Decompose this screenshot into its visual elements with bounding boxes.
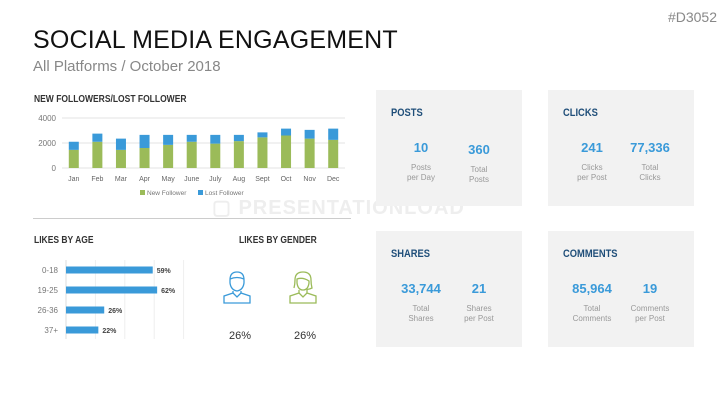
card-title: POSTS <box>391 107 423 119</box>
card-title: SHARES <box>391 248 430 260</box>
bar-lost <box>68 141 79 150</box>
bar-lost <box>186 134 197 142</box>
age-bar <box>66 326 99 334</box>
bar-new <box>163 144 174 168</box>
bar-label: 26% <box>108 308 123 315</box>
divider <box>33 218 351 219</box>
bar-label: 59% <box>157 268 172 275</box>
category-label: 37+ <box>44 326 58 335</box>
stat: 77,336 Total Clicks <box>630 140 670 182</box>
x-tick-label: July <box>209 176 222 183</box>
bar-new <box>186 141 197 168</box>
bar-new <box>115 149 126 168</box>
age-bar <box>66 266 153 274</box>
comments-card: COMMENTS 85,964 Total Comments 19 Comments p… <box>548 231 694 347</box>
posts-card: POSTS 10 Posts per Day 360 Total Posts <box>376 90 522 206</box>
page-subtitle: All Platforms / October 2018 <box>33 58 221 75</box>
y-tick-label: 2000 <box>38 139 56 148</box>
legend-label: New Follower <box>147 190 187 197</box>
card-title: COMMENTS <box>563 248 618 260</box>
x-tick-label: Aug <box>233 176 246 183</box>
bar-lost <box>210 134 221 144</box>
bar-new <box>210 143 221 168</box>
card-title: CLICKS <box>563 107 598 119</box>
age-bar <box>66 286 158 294</box>
clicks-card: CLICKS 241 Clicks per Post 77,336 Total Clic… <box>548 90 694 206</box>
female-percent: 26% <box>294 330 317 342</box>
bar-label: 22% <box>102 328 117 335</box>
x-tick-label: Oct <box>281 176 292 183</box>
x-tick-label: Feb <box>91 176 103 183</box>
stat: 241 Clicks per Post <box>577 140 607 182</box>
stat: 21 Shares per Post <box>464 281 494 323</box>
category-label: 26-36 <box>38 306 59 315</box>
stat: 19 Comments per Post <box>630 281 670 323</box>
legend-swatch <box>140 190 145 195</box>
bar-new <box>257 137 268 168</box>
category-label: 19-25 <box>38 286 59 295</box>
bar-new <box>68 149 79 168</box>
legend-label: Lost Follower <box>205 190 244 197</box>
y-tick-label: 0 <box>52 164 57 173</box>
age-chart: 0-18 59% 19-25 62% 26-36 26% 37+ 22% <box>38 260 185 339</box>
bar-lost <box>281 128 292 136</box>
stat: 10 Posts per Day <box>406 140 435 182</box>
x-tick-label: Dec <box>327 176 340 183</box>
x-tick-label: Nov <box>303 176 316 183</box>
bar-new <box>139 148 150 168</box>
x-tick-label: June <box>184 176 199 183</box>
category-label: 0-18 <box>42 266 59 275</box>
bar-new <box>233 141 244 168</box>
age-chart-title: LIKES BY AGE <box>34 235 94 246</box>
x-tick-label: Mar <box>115 176 128 183</box>
bar-lost <box>115 138 126 150</box>
age-bar <box>66 306 105 314</box>
bar-new <box>92 141 103 168</box>
page-title: SOCIAL MEDIA ENGAGEMENT <box>33 26 398 54</box>
male-percent: 26% <box>229 330 252 342</box>
bar-new <box>328 139 339 168</box>
bar-lost <box>92 133 103 142</box>
bar-label: 62% <box>161 288 176 295</box>
gender-title: LIKES BY GENDER <box>239 235 317 246</box>
male-icon <box>223 271 251 304</box>
stat: 360 Total Posts <box>468 142 490 184</box>
stat: 85,964 Total Comments <box>572 281 612 323</box>
legend-swatch <box>198 190 203 195</box>
x-tick-label: Jan <box>68 176 79 183</box>
bar-lost <box>233 134 244 142</box>
bar-lost <box>163 134 174 145</box>
slide-code: #D3052 <box>667 9 717 25</box>
followers-chart-title: NEW FOLLOWERS/LOST FOLLOWER <box>34 94 187 105</box>
bar-lost <box>257 132 268 138</box>
followers-chart: 0 2000 4000 Jan Feb Mar Apr May June July Aug Sept O… <box>38 114 345 197</box>
female-icon <box>289 271 317 304</box>
y-tick-label: 4000 <box>38 114 56 123</box>
bar-lost <box>328 128 339 140</box>
stat: 33,744 Total Shares <box>401 281 441 323</box>
shares-card: SHARES 33,744 Total Shares 21 Shares per Pos… <box>376 231 522 347</box>
x-tick-label: Apr <box>139 176 151 183</box>
bar-lost <box>304 129 315 139</box>
bar-new <box>281 135 292 168</box>
x-tick-label: May <box>162 176 176 183</box>
bar-new <box>304 138 315 168</box>
x-tick-label: Sept <box>255 176 269 183</box>
bar-lost <box>139 134 150 148</box>
